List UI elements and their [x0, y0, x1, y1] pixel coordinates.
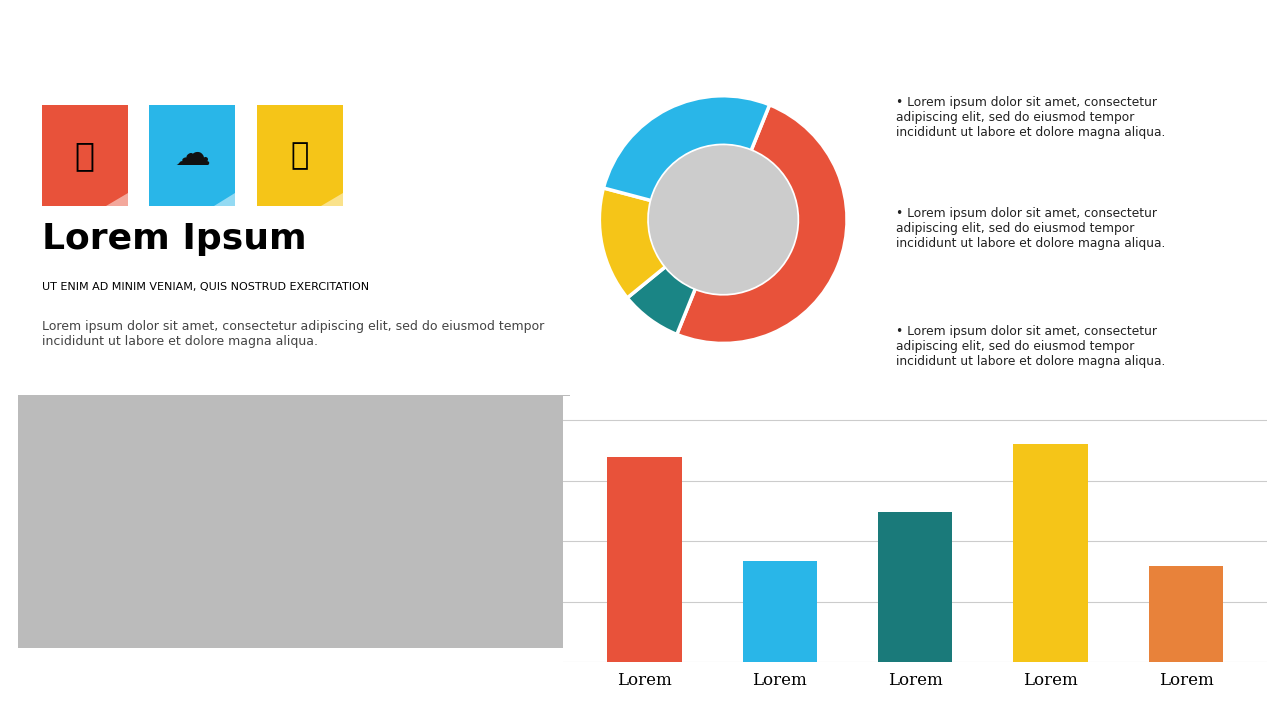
- FancyBboxPatch shape: [257, 104, 343, 206]
- Text: • Lorem ipsum dolor sit amet, consectetur
adipiscing elit, sed do eiusmod tempor: • Lorem ipsum dolor sit amet, consectetu…: [896, 96, 1165, 140]
- Wedge shape: [603, 96, 769, 201]
- Wedge shape: [677, 105, 847, 343]
- Text: • Lorem ipsum dolor sit amet, consectetur
adipiscing elit, sed do eiusmod tempor: • Lorem ipsum dolor sit amet, consectetu…: [896, 325, 1165, 368]
- Text: Chart Infographic: Chart Infographic: [425, 14, 855, 61]
- Text: • Lorem ipsum dolor sit amet, consectetur
adipiscing elit, sed do eiusmod tempor: • Lorem ipsum dolor sit amet, consectetu…: [896, 207, 1165, 251]
- Bar: [607, 456, 682, 662]
- Bar: [742, 561, 817, 662]
- Polygon shape: [214, 193, 236, 206]
- Polygon shape: [106, 193, 128, 206]
- Text: 🖥: 🖥: [291, 140, 308, 170]
- FancyBboxPatch shape: [150, 104, 236, 206]
- Text: Lorem Ipsum: Lorem Ipsum: [42, 222, 306, 256]
- Text: Lorem ipsum dolor sit amet, consectetur adipiscing elit, sed do eiusmod tempor
i: Lorem ipsum dolor sit amet, consectetur …: [42, 320, 544, 348]
- FancyBboxPatch shape: [18, 395, 571, 648]
- FancyBboxPatch shape: [42, 104, 128, 206]
- Text: ☁: ☁: [174, 138, 210, 172]
- Text: UT ENIM AD MINIM VENIAM, QUIS NOSTRUD EXERCITATION: UT ENIM AD MINIM VENIAM, QUIS NOSTRUD EX…: [42, 282, 369, 292]
- Bar: [1148, 565, 1224, 662]
- Text: 🍎: 🍎: [74, 139, 95, 172]
- Bar: [1014, 444, 1088, 662]
- Bar: [878, 512, 952, 662]
- Polygon shape: [321, 193, 343, 206]
- Wedge shape: [599, 188, 666, 298]
- Wedge shape: [627, 266, 695, 334]
- Circle shape: [649, 145, 797, 294]
